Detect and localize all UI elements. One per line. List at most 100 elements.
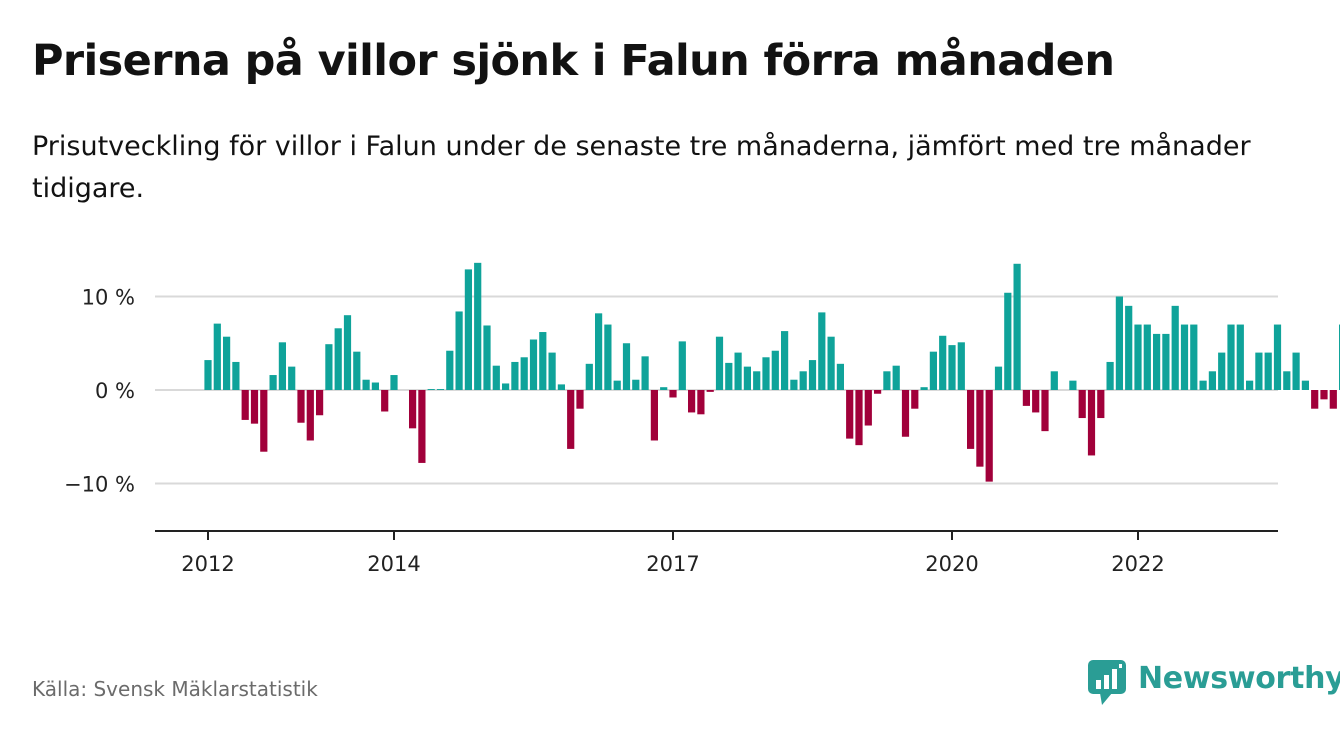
bar-positive — [548, 352, 556, 390]
bar-positive — [1069, 380, 1077, 390]
bar-positive — [1190, 324, 1198, 390]
bar-negative — [297, 390, 305, 423]
bar-negative — [306, 390, 314, 441]
bar-positive — [492, 365, 500, 390]
bar-positive — [1013, 263, 1021, 390]
bar-positive — [1106, 361, 1114, 390]
bar-positive — [213, 323, 221, 390]
bar-positive — [678, 341, 686, 390]
bar-positive — [1115, 296, 1123, 390]
bar-positive — [474, 262, 482, 390]
bar-negative — [1311, 390, 1319, 409]
bar-positive — [1143, 324, 1151, 390]
bar-negative — [650, 390, 658, 441]
bar-positive — [223, 336, 231, 390]
bars — [204, 262, 1340, 482]
bar-positive — [288, 366, 296, 391]
bar-positive — [818, 312, 826, 390]
bar-negative — [688, 390, 696, 413]
x-tick-label: 2017 — [646, 552, 699, 576]
bar-negative — [864, 390, 872, 426]
bar-positive — [1199, 380, 1207, 390]
bar-positive — [1301, 380, 1309, 390]
bar-positive — [232, 361, 240, 390]
bar-positive — [278, 342, 286, 390]
bar-positive — [1171, 305, 1179, 390]
bar-positive — [808, 360, 817, 390]
x-axis — [155, 530, 1278, 540]
bar-negative — [669, 390, 677, 398]
bar-positive — [1125, 305, 1133, 390]
bar-positive — [529, 339, 538, 390]
y-tick-label: 0 % — [95, 379, 135, 403]
bar-positive — [836, 363, 844, 390]
bar-positive — [1255, 352, 1263, 390]
bar-positive — [790, 379, 798, 391]
bar-positive — [1283, 371, 1291, 390]
bar-positive — [334, 328, 342, 390]
bar-positive — [725, 362, 733, 390]
bar-positive — [390, 375, 398, 390]
bar-positive — [771, 350, 779, 390]
bar-positive — [957, 342, 965, 390]
bar-negative — [1041, 390, 1049, 432]
bar-positive — [1273, 324, 1282, 390]
bar-positive — [641, 356, 649, 390]
x-tick-label: 2020 — [925, 552, 978, 576]
bar-positive — [929, 351, 937, 390]
chart-title: Priserna på villor sjönk i Falun förra m… — [32, 36, 1115, 86]
brand-name: Newsworthy — [1138, 661, 1340, 696]
bar-positive — [269, 375, 277, 390]
y-tick-label: 10 % — [82, 286, 135, 310]
bar-positive — [362, 379, 370, 391]
bar-positive — [520, 357, 528, 391]
bar-negative — [241, 390, 249, 420]
bar-positive — [622, 343, 631, 390]
bar-positive — [939, 335, 947, 390]
x-tick-label: 2022 — [1111, 552, 1164, 576]
bar-positive — [1004, 292, 1012, 390]
bar-positive — [660, 387, 668, 390]
bar-negative — [985, 390, 993, 482]
bar-negative — [1329, 390, 1337, 409]
bar-positive — [994, 366, 1003, 391]
bar-negative — [316, 390, 324, 416]
bar-negative — [1097, 390, 1105, 419]
bar-negative — [855, 390, 863, 446]
bar-negative — [874, 390, 882, 394]
bar-positive — [604, 324, 612, 390]
y-tick-label: −10 % — [64, 473, 135, 497]
bar-positive — [715, 336, 724, 390]
bar-positive — [595, 313, 603, 390]
bar-negative — [260, 390, 268, 452]
bar-positive — [371, 382, 379, 390]
bar-positive — [557, 384, 565, 390]
bar-negative — [381, 390, 389, 412]
bar-negative — [967, 390, 975, 449]
bar-positive — [455, 311, 463, 390]
bar-positive — [613, 380, 621, 390]
bar-positive — [762, 357, 770, 391]
bar-negative — [911, 390, 919, 409]
bar-positive — [632, 379, 640, 391]
bar-positive — [1162, 333, 1170, 390]
bar-positive — [1050, 371, 1058, 390]
bar-positive — [1264, 352, 1272, 390]
x-tick-label: 2014 — [367, 552, 420, 576]
chart-subtitle: Prisutveckling för villor i Falun under … — [32, 131, 1251, 204]
bar-positive — [539, 332, 547, 390]
bar-positive — [585, 363, 593, 390]
bar-positive — [920, 387, 928, 390]
bar-positive — [1227, 324, 1235, 390]
bar-negative — [1022, 390, 1030, 406]
bar-positive — [734, 352, 742, 390]
bar-positive — [753, 371, 761, 390]
source-note: Källa: Svensk Mäklarstatistik — [32, 677, 318, 701]
bar-positive — [511, 361, 519, 390]
bar-negative — [567, 390, 575, 449]
bar-negative — [1320, 390, 1328, 400]
bar-positive — [1134, 324, 1142, 390]
x-tick-label: 2012 — [181, 552, 234, 576]
